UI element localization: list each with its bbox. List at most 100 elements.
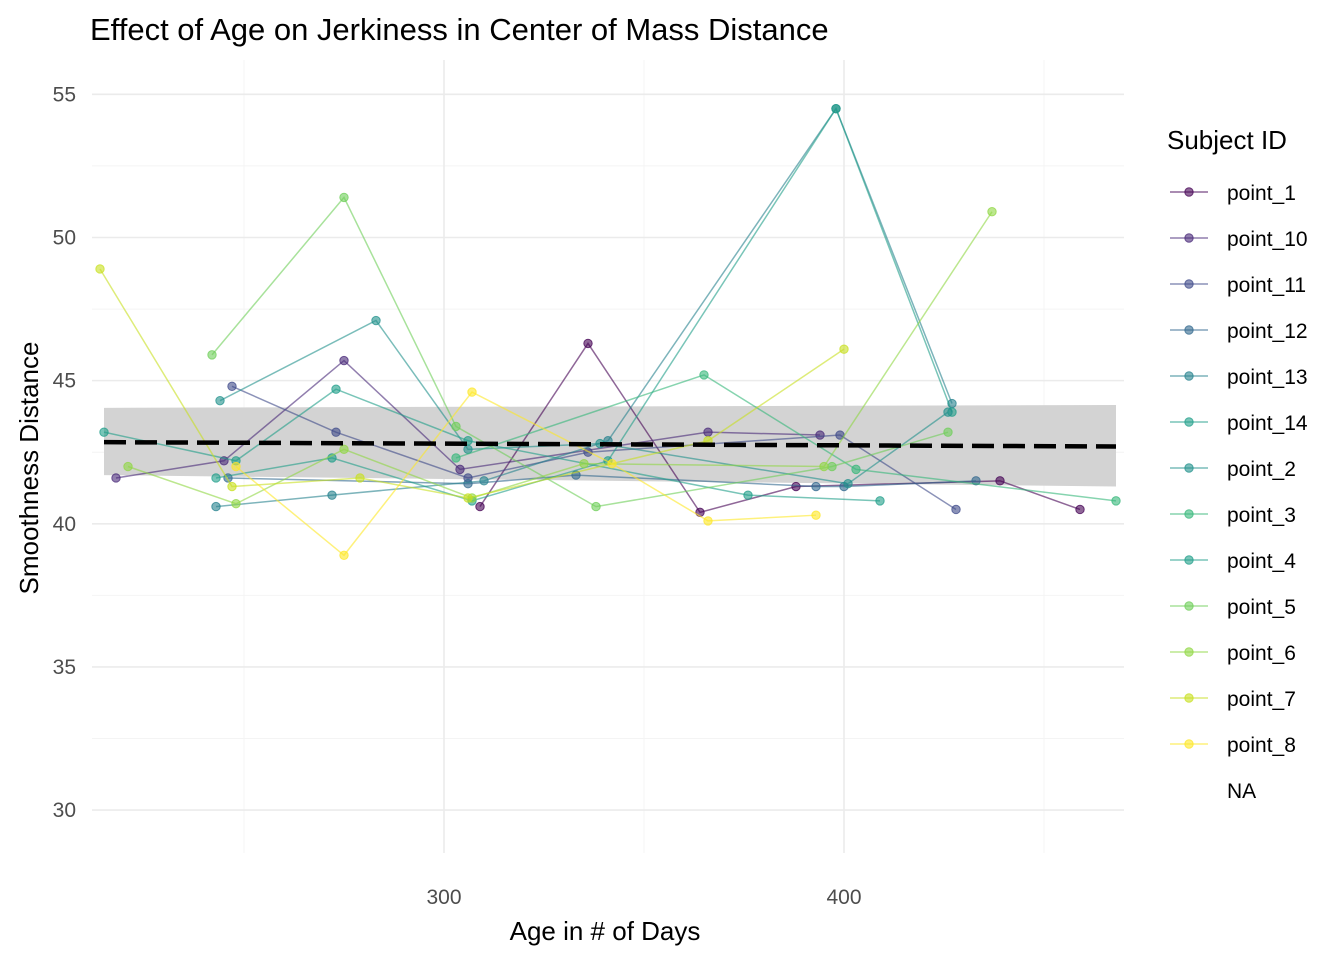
data-point-point_4-5 (875, 496, 885, 506)
major-grid (92, 60, 1124, 853)
legend-key-point-point_4 (1184, 555, 1194, 565)
y-axis-title: Smoothness Distance (14, 342, 44, 595)
legend-key-point-point_14 (1184, 417, 1194, 427)
data-point-point_12-3 (811, 481, 821, 492)
legend-item-point_5: point_5 (1170, 596, 1296, 619)
legend-label-point_7: point_7 (1227, 688, 1296, 711)
legend-key-point-point_12 (1184, 325, 1194, 335)
data-point-point_13-0 (211, 501, 221, 512)
series-line-point_7 (99, 268, 845, 499)
y-tick-label-5: 55 (53, 83, 76, 106)
series-point_8 (231, 387, 821, 560)
legend: Subject ID point_1 point_10 point_11 point_… (1167, 125, 1308, 803)
data-point-point_6-4 (579, 458, 589, 469)
legend-label-point_12: point_12 (1227, 320, 1308, 343)
legend-item-point_14: point_14 (1170, 412, 1308, 435)
legend-key-point-point_1 (1184, 187, 1194, 197)
data-point-point_4-4 (743, 490, 753, 500)
data-point-point_10-3 (455, 464, 465, 475)
data-point-point_11-5 (951, 504, 961, 515)
legend-key-point-point_7 (1184, 693, 1194, 703)
data-point-point_8-5 (811, 510, 821, 520)
legend-key-point-point_11 (1184, 279, 1194, 289)
legend-item-point_2: point_2 (1170, 458, 1296, 481)
data-point-point_8-3 (607, 458, 617, 469)
data-point-point_1-4 (995, 476, 1005, 486)
data-point-point_7-3 (463, 493, 473, 503)
legend-item-point_3: point_3 (1170, 504, 1296, 527)
data-point-point_10-0 (111, 473, 121, 483)
series-point_3 (451, 370, 1121, 506)
legend-item-point_12: point_12 (1170, 320, 1308, 343)
data-point-point_6-5 (819, 461, 829, 472)
legend-key-point-point_3 (1184, 509, 1194, 519)
data-point-point_6-1 (231, 499, 241, 509)
data-point-point_4-0 (99, 427, 109, 437)
data-point-point_5-1 (339, 192, 349, 203)
data-point-point_11-1 (331, 427, 341, 437)
y-tick-label-1: 35 (53, 656, 76, 679)
data-point-point_3-2 (851, 464, 861, 475)
data-point-point_8-0 (231, 461, 241, 472)
data-point-point_6-6 (987, 207, 997, 217)
x-axis-title: Age in # of Days (510, 916, 701, 946)
data-point-point_5-4 (827, 461, 837, 472)
y-tick-label-2: 40 (53, 513, 76, 536)
legend-label-point_3: point_3 (1227, 504, 1296, 527)
data-point-point_5-2 (451, 421, 461, 432)
series-point_7 (95, 264, 849, 503)
legend-item-point_7: point_7 (1170, 688, 1296, 711)
legend-key-point-point_6 (1184, 647, 1194, 657)
data-point-point_3-0 (451, 453, 461, 463)
data-point-point_2-1 (371, 315, 381, 326)
data-point-point_4-2 (331, 384, 341, 394)
legend-key-point-point_2 (1184, 463, 1194, 473)
data-point-point_7-2 (355, 473, 365, 483)
legend-label-point_14: point_14 (1227, 412, 1308, 435)
legend-label-point_11: point_11 (1227, 274, 1306, 297)
x-tick-label-1: 400 (826, 886, 861, 909)
data-point-point_5-0 (207, 350, 217, 360)
legend-label-point_8: point_8 (1227, 734, 1296, 757)
legend-item-point_11: point_11 (1170, 274, 1306, 297)
data-point-point_7-0 (95, 264, 105, 274)
data-point-point_1-1 (583, 338, 593, 349)
legend-key-point-point_8 (1184, 739, 1194, 749)
legend-label-point_5: point_5 (1227, 596, 1296, 619)
series-line-point_8 (235, 391, 817, 557)
data-point-point_1-0 (475, 501, 485, 512)
data-point-point_3-3 (1111, 496, 1121, 506)
data-point-point_10-2 (339, 355, 349, 366)
data-point-point_1-5 (1075, 504, 1085, 515)
data-point-point_14-0 (211, 473, 221, 483)
series-point_2 (215, 315, 953, 489)
data-point-point_6-2 (339, 444, 349, 455)
legend-label-point_1: point_1 (1227, 182, 1296, 205)
x-tick-label-0: 300 (426, 886, 461, 909)
series-line-point_2 (219, 319, 949, 485)
chart-title: Effect of Age on Jerkiness in Center of … (90, 12, 829, 47)
data-point-point_8-4 (703, 516, 713, 526)
data-point-point_10-4 (703, 427, 713, 437)
legend-item-point_6: point_6 (1170, 642, 1296, 665)
data-point-point_10-5 (815, 430, 825, 440)
data-point-point_2-0 (215, 395, 225, 406)
legend-key-point-point_13 (1184, 371, 1194, 381)
legend-label-NA: NA (1227, 780, 1256, 803)
data-point-point_1-2 (695, 507, 705, 518)
legend-label-point_13: point_13 (1227, 366, 1308, 389)
data-point-point_2-4 (843, 478, 853, 489)
series-line-point_3 (455, 374, 1117, 502)
data-point-point_5-3 (591, 501, 601, 512)
data-point-point_11-0 (227, 381, 237, 392)
series-layer (95, 103, 1121, 560)
legend-title: Subject ID (1167, 125, 1287, 155)
data-point-point_13-1 (327, 490, 337, 500)
data-point-point_8-1 (339, 550, 349, 560)
series-line-point_5 (211, 196, 949, 508)
data-point-point_3-1 (699, 370, 709, 380)
legend-item-point_13: point_13 (1170, 366, 1308, 389)
legend-label-point_10: point_10 (1227, 228, 1308, 251)
y-tick-label-0: 30 (53, 799, 76, 822)
